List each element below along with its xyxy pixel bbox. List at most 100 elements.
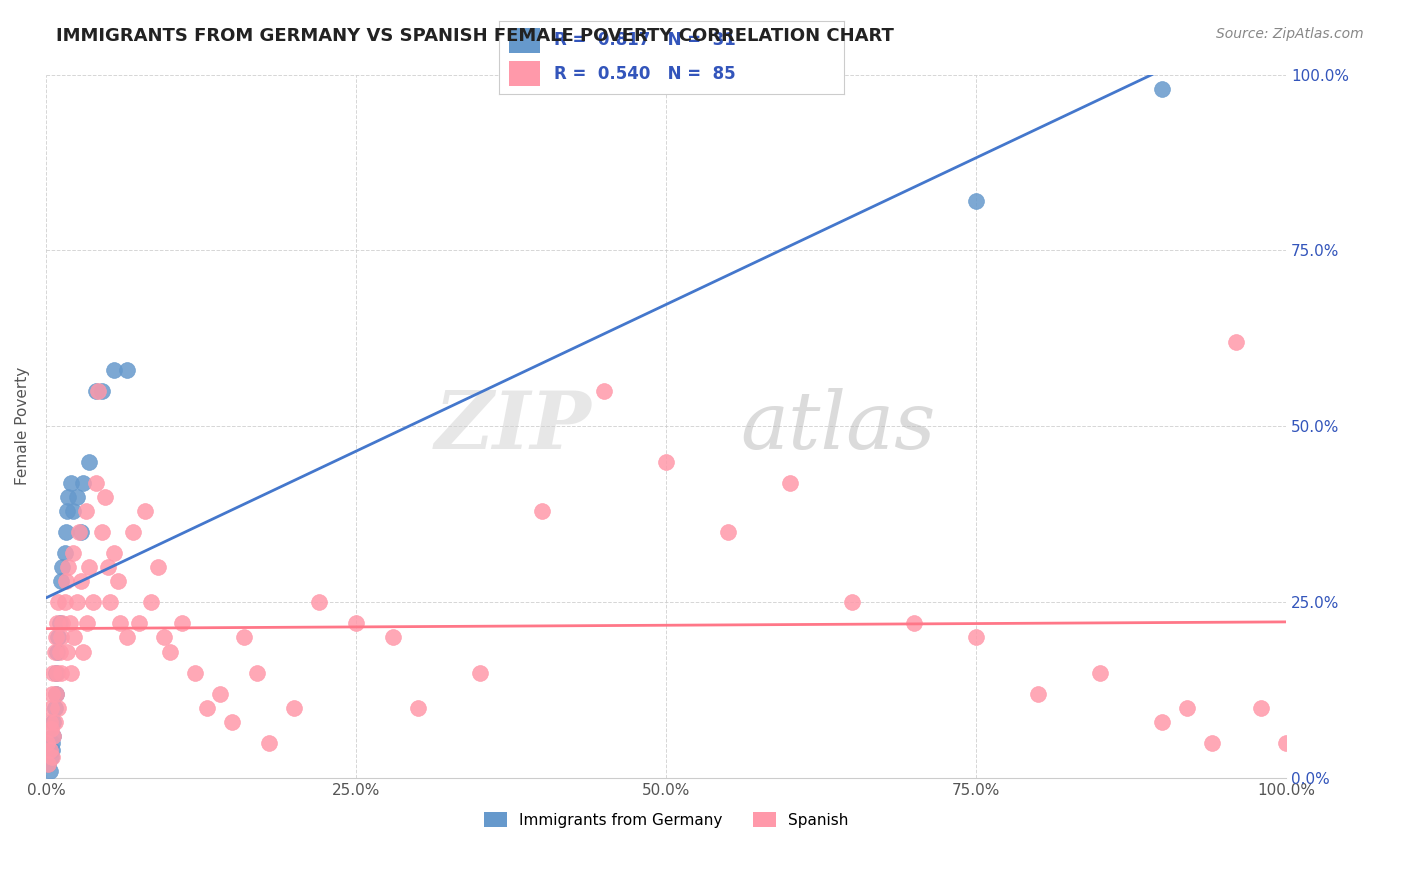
Point	[1275, 736, 1298, 750]
Point	[63, 631, 86, 645]
Point	[55, 524, 77, 539]
Point	[49, 574, 72, 589]
Point	[38, 714, 60, 729]
Point	[1150, 714, 1173, 729]
Point	[717, 524, 740, 539]
Point	[97, 560, 120, 574]
Point	[121, 524, 143, 539]
Point	[59, 475, 82, 490]
Point	[37, 757, 59, 772]
Point	[79, 560, 101, 574]
Text: atlas: atlas	[741, 388, 936, 465]
Point	[184, 665, 207, 680]
Point	[45, 687, 67, 701]
Point	[42, 729, 65, 743]
Point	[66, 490, 89, 504]
Y-axis label: Female Poverty: Female Poverty	[15, 368, 30, 485]
Point	[53, 595, 76, 609]
Point	[779, 475, 801, 490]
Point	[107, 574, 129, 589]
Point	[44, 714, 66, 729]
Point	[965, 631, 987, 645]
Point	[44, 644, 66, 658]
Point	[55, 574, 77, 589]
Point	[66, 595, 89, 609]
Point	[49, 631, 72, 645]
Point	[1201, 736, 1223, 750]
Point	[46, 616, 69, 631]
Point	[1026, 687, 1049, 701]
Point	[69, 524, 91, 539]
Point	[41, 687, 63, 701]
Point	[46, 665, 69, 680]
Point	[103, 546, 125, 560]
Point	[103, 363, 125, 377]
Point	[233, 631, 256, 645]
Point	[51, 616, 73, 631]
Point	[841, 595, 863, 609]
Point	[41, 743, 63, 757]
Point	[39, 722, 62, 736]
Legend: Immigrants from Germany, Spanish: Immigrants from Germany, Spanish	[478, 805, 855, 834]
Point	[221, 714, 243, 729]
Bar	[509, 28, 540, 53]
Point	[69, 574, 91, 589]
Point	[72, 644, 94, 658]
Point	[56, 644, 79, 658]
Point	[382, 631, 405, 645]
Point	[76, 616, 98, 631]
Point	[90, 384, 112, 399]
Point	[115, 631, 138, 645]
Point	[53, 546, 76, 560]
Point	[195, 701, 218, 715]
Point	[62, 504, 84, 518]
Point	[1150, 81, 1173, 95]
Point	[56, 504, 79, 518]
Point	[45, 687, 67, 701]
Point	[75, 504, 97, 518]
Point	[69, 524, 91, 539]
Point	[208, 687, 231, 701]
Point	[84, 384, 107, 399]
Point	[48, 595, 70, 609]
Point	[246, 665, 269, 680]
Point	[62, 546, 84, 560]
Point	[110, 616, 132, 631]
Point	[58, 560, 80, 574]
Point	[42, 665, 65, 680]
Point	[46, 644, 69, 658]
Point	[38, 743, 60, 757]
Point	[48, 616, 70, 631]
Point	[37, 757, 59, 772]
Point	[1175, 701, 1198, 715]
Point	[72, 475, 94, 490]
Text: ZIP: ZIP	[434, 388, 592, 465]
Point	[128, 616, 150, 631]
Point	[1088, 665, 1111, 680]
Point	[45, 631, 67, 645]
Point	[79, 454, 101, 468]
Point	[39, 701, 62, 715]
Text: R =  0.540   N =  85: R = 0.540 N = 85	[554, 65, 735, 83]
Point	[58, 616, 80, 631]
Point	[159, 644, 181, 658]
Point	[146, 560, 169, 574]
Point	[45, 665, 67, 680]
Point	[468, 665, 491, 680]
Text: Source: ZipAtlas.com: Source: ZipAtlas.com	[1216, 27, 1364, 41]
Point	[42, 714, 65, 729]
Point	[41, 750, 63, 764]
Point	[38, 764, 60, 779]
Point	[965, 194, 987, 209]
Text: R =  0.817   N =  31: R = 0.817 N = 31	[554, 31, 735, 49]
Point	[48, 701, 70, 715]
Point	[406, 701, 429, 715]
Point	[84, 475, 107, 490]
Point	[283, 701, 305, 715]
Point	[100, 595, 122, 609]
Point	[39, 750, 62, 764]
Point	[593, 384, 616, 399]
Bar	[509, 62, 540, 87]
Point	[134, 504, 156, 518]
Point	[141, 595, 163, 609]
